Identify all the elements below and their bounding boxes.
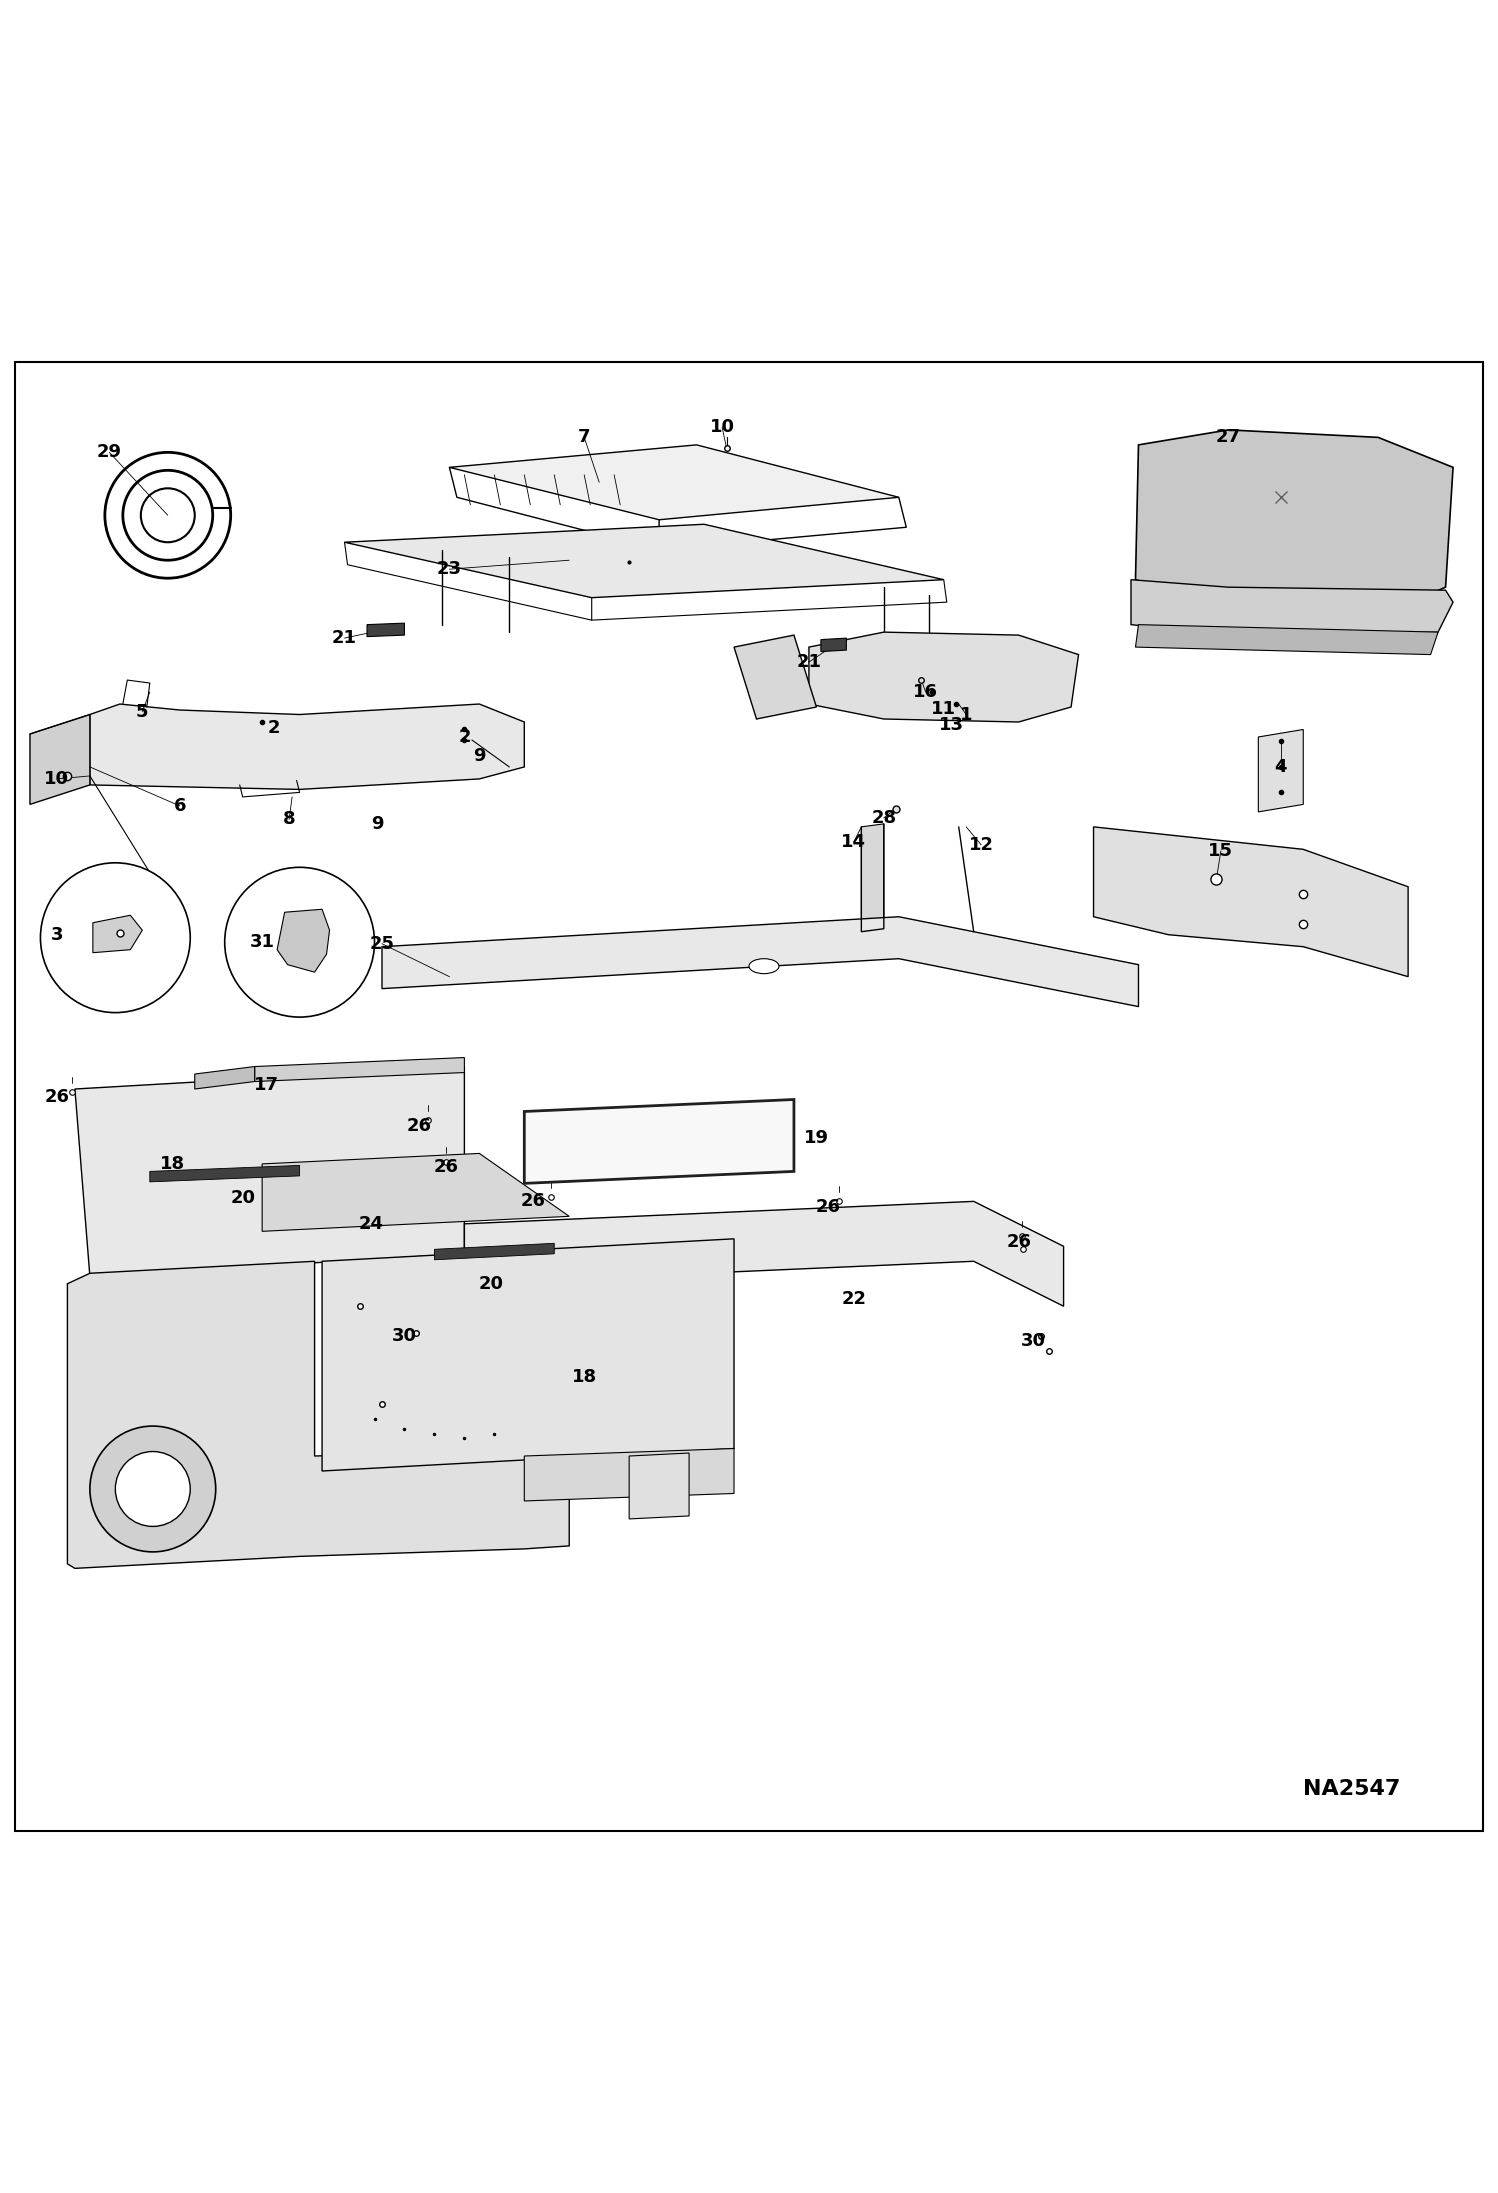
- Text: 30: 30: [392, 1327, 416, 1344]
- Polygon shape: [1131, 579, 1453, 636]
- Text: 29: 29: [97, 443, 121, 461]
- Text: 27: 27: [1216, 428, 1240, 447]
- Text: 10: 10: [710, 419, 734, 436]
- Polygon shape: [195, 1066, 255, 1090]
- Polygon shape: [1135, 430, 1453, 616]
- Text: NA2547: NA2547: [1303, 1779, 1401, 1798]
- Polygon shape: [367, 623, 404, 636]
- Text: 11: 11: [932, 700, 956, 717]
- Polygon shape: [1258, 730, 1303, 811]
- Polygon shape: [734, 636, 816, 719]
- Text: 26: 26: [434, 1158, 458, 1175]
- Circle shape: [40, 862, 190, 1013]
- Polygon shape: [382, 917, 1138, 1007]
- Text: 21: 21: [333, 629, 357, 647]
- Text: 2: 2: [268, 719, 280, 737]
- Text: 18: 18: [572, 1368, 596, 1386]
- Text: 26: 26: [407, 1118, 431, 1136]
- Text: 28: 28: [872, 809, 896, 827]
- Polygon shape: [75, 1066, 464, 1276]
- Text: 7: 7: [578, 428, 590, 447]
- Polygon shape: [629, 1454, 689, 1520]
- Text: 22: 22: [842, 1289, 866, 1307]
- Text: 14: 14: [842, 833, 866, 851]
- Text: 2: 2: [458, 728, 470, 746]
- Text: 24: 24: [360, 1215, 383, 1232]
- Polygon shape: [93, 914, 142, 952]
- Text: 20: 20: [479, 1274, 503, 1292]
- Polygon shape: [277, 910, 330, 971]
- Text: 8: 8: [283, 811, 295, 829]
- Text: 5: 5: [136, 702, 148, 721]
- Text: 19: 19: [804, 1129, 828, 1147]
- Text: 26: 26: [1007, 1232, 1031, 1250]
- Text: 18: 18: [160, 1156, 184, 1173]
- Polygon shape: [30, 715, 90, 805]
- Text: 4: 4: [1275, 759, 1287, 776]
- Text: 3: 3: [51, 925, 63, 943]
- Polygon shape: [809, 632, 1079, 721]
- Polygon shape: [464, 1202, 1064, 1307]
- Polygon shape: [861, 825, 884, 932]
- Circle shape: [90, 1425, 216, 1553]
- Text: 20: 20: [231, 1189, 255, 1208]
- Polygon shape: [67, 1261, 569, 1568]
- Polygon shape: [1094, 827, 1408, 976]
- Text: 21: 21: [797, 654, 821, 671]
- Polygon shape: [434, 1243, 554, 1259]
- Polygon shape: [821, 638, 846, 651]
- Text: 26: 26: [816, 1197, 840, 1217]
- Ellipse shape: [749, 958, 779, 974]
- Text: 9: 9: [473, 748, 485, 765]
- Text: 31: 31: [250, 934, 274, 952]
- Text: 6: 6: [174, 796, 186, 816]
- Polygon shape: [150, 1164, 300, 1182]
- Circle shape: [115, 1452, 190, 1526]
- Text: 16: 16: [914, 682, 938, 702]
- Polygon shape: [449, 445, 899, 520]
- Polygon shape: [262, 1154, 569, 1230]
- Polygon shape: [524, 1450, 734, 1500]
- Text: 25: 25: [370, 934, 394, 952]
- Text: 23: 23: [437, 559, 461, 579]
- Polygon shape: [524, 1099, 794, 1184]
- Text: 30: 30: [1022, 1331, 1046, 1349]
- Polygon shape: [255, 1057, 464, 1081]
- Text: 12: 12: [969, 836, 993, 853]
- Polygon shape: [345, 524, 944, 599]
- Text: 10: 10: [45, 770, 69, 787]
- Text: 1: 1: [960, 706, 972, 724]
- Polygon shape: [322, 1239, 734, 1472]
- Text: 26: 26: [521, 1193, 545, 1211]
- Text: 26: 26: [45, 1088, 69, 1105]
- Polygon shape: [90, 704, 524, 789]
- Text: 17: 17: [255, 1075, 279, 1094]
- Text: 9: 9: [372, 816, 383, 833]
- Text: 13: 13: [939, 715, 963, 735]
- Circle shape: [225, 866, 374, 1018]
- Text: 15: 15: [1209, 842, 1233, 860]
- Polygon shape: [1135, 625, 1438, 654]
